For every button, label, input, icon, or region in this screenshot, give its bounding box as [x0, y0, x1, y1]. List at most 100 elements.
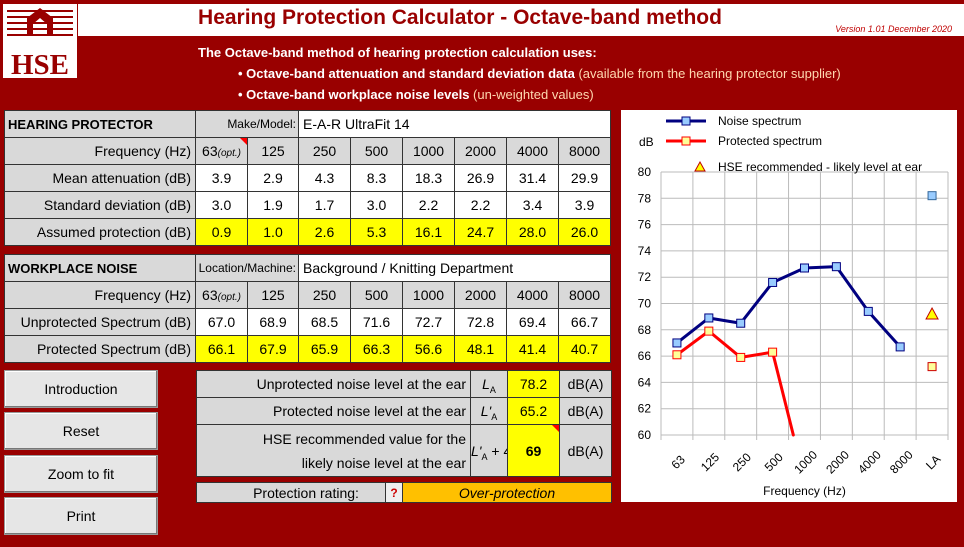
x-tick-label: 125 — [698, 450, 722, 474]
cell-value[interactable]: 31.4 — [506, 164, 560, 192]
legend-label: Noise spectrum — [718, 114, 801, 128]
cell-value[interactable]: 8.3 — [350, 164, 404, 192]
cell-value: 48.1 — [454, 335, 507, 363]
frequency-header: 1000 — [402, 281, 455, 309]
cell-value: 26.0 — [558, 218, 612, 246]
cell-value: 0.9 — [195, 218, 248, 246]
x-tick-label: 500 — [762, 450, 786, 474]
cell-value[interactable]: 1.9 — [246, 191, 300, 219]
frequency-header: 1000 — [402, 137, 456, 165]
hearing-protector-table: HEARING PROTECTOR Make/Model: E-A-R UltraF… — [4, 110, 612, 246]
comment-marker — [240, 138, 247, 145]
x-tick-label: 2000 — [823, 448, 852, 477]
cell-value[interactable]: 18.3 — [402, 164, 456, 192]
cell-value: 2.6 — [298, 218, 352, 246]
symbol: L' — [471, 442, 482, 459]
cell-value[interactable]: 2.2 — [402, 191, 456, 219]
data-point — [704, 313, 714, 323]
cell-value: 41.4 — [506, 335, 559, 363]
row-label: Mean attenuation (dB) — [4, 164, 196, 192]
cell-value[interactable]: 3.9 — [195, 164, 248, 192]
cell-value[interactable]: 26.9 — [454, 164, 508, 192]
frequency-header: 63(opt.) — [195, 137, 248, 165]
row-label: Standard deviation (dB) — [4, 191, 196, 219]
page-title: Hearing Protection Calculator - Octave-b… — [198, 6, 722, 29]
optional-note: (opt.) — [217, 292, 241, 303]
location-label: Location/Machine: — [195, 254, 299, 282]
print-button[interactable]: Print — [4, 497, 158, 535]
y-tick-label: 78 — [638, 191, 652, 205]
cell-value[interactable]: 3.0 — [350, 191, 404, 219]
cell-value[interactable]: 2.2 — [454, 191, 508, 219]
hse-logo: HSE — [3, 4, 77, 81]
legend-label: Protected spectrum — [718, 134, 822, 148]
result-label: Protected noise level at the ear — [196, 397, 471, 425]
cell-value: 1.0 — [246, 218, 300, 246]
cell-value[interactable]: 2.9 — [246, 164, 300, 192]
frequency-header: 500 — [350, 281, 403, 309]
cell-value[interactable]: 68.9 — [247, 308, 299, 336]
data-point — [736, 352, 746, 362]
frequency-header: 2000 — [454, 137, 508, 165]
location-input[interactable]: Background / Knitting Department — [297, 254, 612, 282]
series-line-segment — [866, 309, 902, 349]
make-model-input[interactable]: E-A-R UltraFit 14 — [298, 110, 612, 138]
cell-value[interactable]: 3.9 — [558, 191, 612, 219]
introduction-button[interactable]: Introduction — [4, 370, 158, 408]
series-line-segment — [739, 350, 775, 359]
y-tick-label: 80 — [638, 165, 652, 179]
cell-value[interactable]: 66.7 — [557, 308, 612, 336]
cell-value: 66.3 — [350, 335, 403, 363]
cell-value[interactable]: 4.3 — [298, 164, 352, 192]
help-button[interactable]: ? — [385, 482, 403, 503]
intro-text: The Octave-band method of hearing protec… — [198, 45, 597, 60]
x-tick-label: LA — [923, 452, 943, 472]
result-row: Unprotected noise level at the ear LA 78.2… — [196, 370, 612, 398]
symbol: L' — [480, 403, 492, 419]
cell-value[interactable]: 68.5 — [298, 308, 351, 336]
title-bar — [78, 4, 964, 36]
section-heading: HEARING PROTECTOR — [4, 110, 196, 138]
frequency-header: 63(opt.) — [195, 281, 248, 309]
series-line-segment — [834, 265, 870, 313]
data-point — [863, 306, 873, 316]
frequency-header: 2000 — [454, 281, 507, 309]
result-value: 69 — [507, 424, 560, 477]
cell-value[interactable]: 3.0 — [195, 191, 248, 219]
series-line-segment — [707, 329, 743, 359]
legend-triangle — [694, 160, 706, 172]
cell-value[interactable]: 71.6 — [350, 308, 403, 336]
symbol-subscript: A — [489, 384, 496, 395]
cell-value[interactable]: 72.7 — [402, 308, 455, 336]
result-row: HSE recommended value for the likely noi… — [196, 424, 612, 477]
zoom-to-fit-button[interactable]: Zoom to fit — [4, 455, 158, 493]
cell-value[interactable]: 69.4 — [506, 308, 559, 336]
cell-value[interactable]: 67.0 — [195, 308, 248, 336]
series-line-segment — [707, 316, 743, 325]
cell-value[interactable]: 1.7 — [298, 191, 352, 219]
protection-rating-value: Over-protection — [402, 482, 612, 503]
cell-value: 5.3 — [350, 218, 404, 246]
series-line-segment — [771, 266, 806, 284]
row-label: Assumed protection (dB) — [4, 218, 196, 246]
series-line-segment — [675, 316, 711, 345]
data-point — [768, 277, 778, 287]
x-tick-label: 8000 — [887, 448, 916, 477]
result-symbol: L'A + 4 — [470, 424, 508, 477]
y-axis-label: dB — [639, 135, 654, 149]
cell-value[interactable]: 3.4 — [506, 191, 560, 219]
cell-value[interactable]: 29.9 — [558, 164, 612, 192]
result-label: HSE recommended value for the likely noi… — [196, 424, 471, 477]
intro-bullet: • Octave-band workplace noise levels (un… — [238, 87, 594, 102]
cell-value[interactable]: 72.8 — [454, 308, 507, 336]
result-value: 78.2 — [507, 370, 560, 398]
legend-label: HSE recommended - likely level at ear — [718, 160, 922, 174]
cell-value: 56.6 — [402, 335, 455, 363]
frequency-header: 125 — [247, 281, 299, 309]
data-point — [831, 262, 841, 272]
cell-value: 65.9 — [298, 335, 351, 363]
cell-value: 24.7 — [454, 218, 508, 246]
reset-button[interactable]: Reset — [4, 412, 158, 450]
data-point — [672, 350, 682, 360]
frequency-header: 4000 — [506, 281, 559, 309]
